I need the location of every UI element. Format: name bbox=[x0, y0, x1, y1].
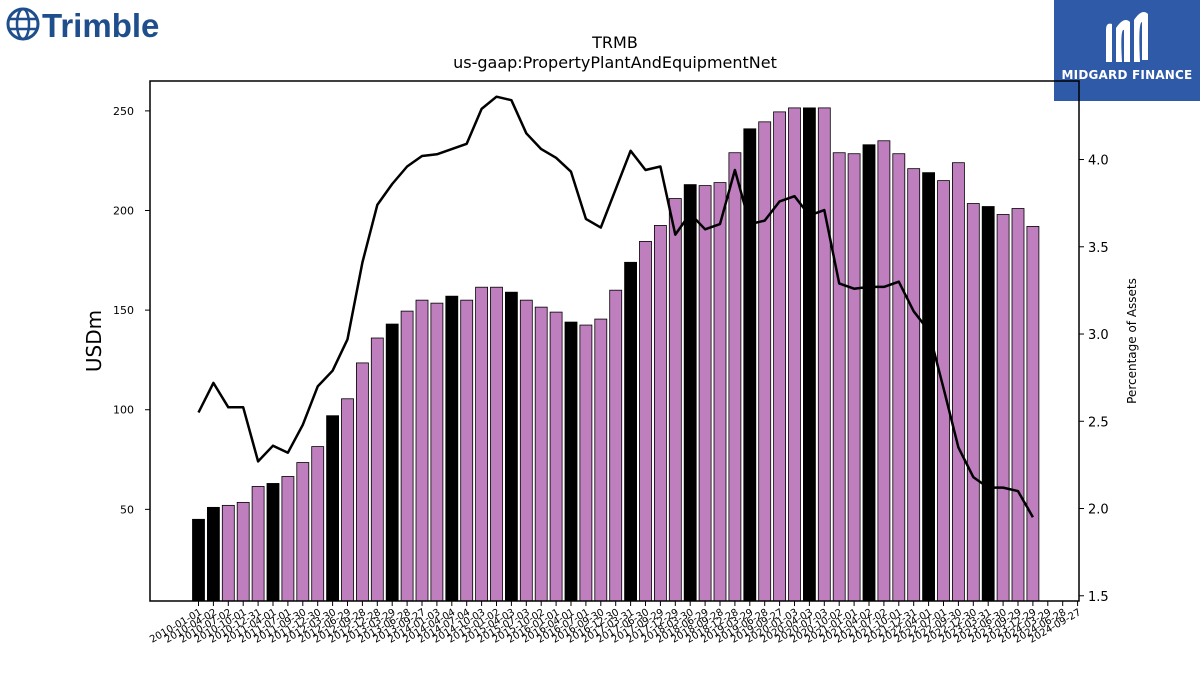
bar bbox=[475, 286, 489, 602]
bar bbox=[206, 506, 220, 602]
y-tick-label: 50 bbox=[120, 503, 134, 516]
bar bbox=[519, 299, 533, 602]
bar bbox=[654, 225, 667, 602]
bar bbox=[996, 214, 1010, 602]
bar bbox=[355, 362, 369, 602]
bar bbox=[326, 415, 340, 602]
bar bbox=[445, 295, 459, 602]
y-axis-right: 1.5 2.0 2.5 3.0 3.5 4.0 bbox=[1079, 154, 1109, 605]
bar bbox=[460, 299, 474, 602]
bar bbox=[192, 518, 205, 602]
bar bbox=[341, 398, 354, 602]
bar bbox=[609, 289, 623, 602]
bar bbox=[743, 128, 757, 602]
bar bbox=[370, 337, 384, 602]
bar bbox=[266, 483, 280, 602]
bar bbox=[639, 240, 652, 602]
y-tick-label: 200 bbox=[113, 205, 134, 218]
bar bbox=[758, 121, 772, 602]
bar bbox=[862, 144, 876, 602]
percentage-line bbox=[197, 95, 1034, 518]
chart-subtitle: us-gaap:PropertyPlantAndEquipmentNet bbox=[453, 53, 777, 72]
bar bbox=[579, 324, 593, 602]
trimble-logo-text: Trimble bbox=[42, 7, 159, 44]
bar bbox=[847, 153, 861, 602]
y-tick-label: 150 bbox=[113, 304, 134, 317]
y-axis-label: USDm bbox=[82, 310, 106, 372]
bar bbox=[907, 168, 921, 602]
bar bbox=[430, 302, 444, 602]
bar bbox=[1011, 208, 1025, 602]
midgard-m-icon bbox=[1106, 12, 1148, 63]
bar bbox=[817, 107, 831, 602]
midgard-finance-text: MIDGARD FINANCE bbox=[1061, 68, 1193, 82]
bar bbox=[281, 476, 295, 602]
bar bbox=[892, 153, 906, 602]
bar bbox=[415, 299, 429, 602]
bar bbox=[549, 311, 563, 602]
bar-series bbox=[192, 107, 1040, 602]
trimble-globe-icon: Trimble bbox=[6, 7, 159, 44]
x-axis: 2010-01-012010-04-022010-07-022010-10-01… bbox=[148, 601, 1083, 646]
bar bbox=[922, 172, 935, 602]
bar bbox=[504, 291, 518, 602]
y2-tick-label: 3.5 bbox=[1088, 241, 1109, 256]
bar bbox=[624, 261, 637, 602]
bar bbox=[668, 198, 682, 602]
bar bbox=[683, 184, 697, 602]
y-tick-label: 100 bbox=[113, 404, 134, 417]
bar bbox=[966, 203, 980, 602]
y2-tick-label: 4.0 bbox=[1088, 154, 1109, 169]
bar bbox=[877, 140, 891, 602]
y2-axis-label: Percentage of Assets bbox=[1125, 278, 1139, 404]
bar bbox=[400, 310, 414, 602]
bar bbox=[564, 321, 578, 602]
bar bbox=[490, 286, 503, 602]
line-series bbox=[197, 95, 1034, 518]
bar bbox=[981, 206, 995, 602]
y2-tick-label: 2.0 bbox=[1088, 503, 1109, 518]
plot-frame bbox=[149, 80, 1080, 602]
bar bbox=[534, 306, 548, 602]
y-tick-label: 250 bbox=[113, 105, 134, 118]
y2-tick-label: 2.5 bbox=[1088, 415, 1109, 430]
bar bbox=[773, 111, 786, 602]
bar bbox=[385, 323, 399, 602]
bar bbox=[713, 182, 727, 602]
bar bbox=[251, 486, 265, 602]
bar bbox=[221, 504, 235, 602]
bar bbox=[1026, 226, 1040, 602]
y2-tick-label: 3.0 bbox=[1088, 328, 1109, 343]
bar bbox=[594, 318, 608, 602]
bar bbox=[728, 152, 742, 602]
bar bbox=[952, 162, 965, 602]
y2-tick-label: 1.5 bbox=[1088, 590, 1109, 605]
bar bbox=[803, 107, 816, 602]
chart-title: TRMB bbox=[591, 33, 638, 52]
bar bbox=[236, 501, 250, 602]
y-axis-left: 50 100 150 200 250 bbox=[113, 105, 150, 516]
bar bbox=[698, 185, 712, 602]
trimble-logo: Trimble bbox=[6, 6, 168, 44]
bar bbox=[311, 446, 325, 602]
bar bbox=[296, 462, 310, 602]
bar bbox=[832, 152, 846, 602]
bar bbox=[788, 107, 801, 602]
